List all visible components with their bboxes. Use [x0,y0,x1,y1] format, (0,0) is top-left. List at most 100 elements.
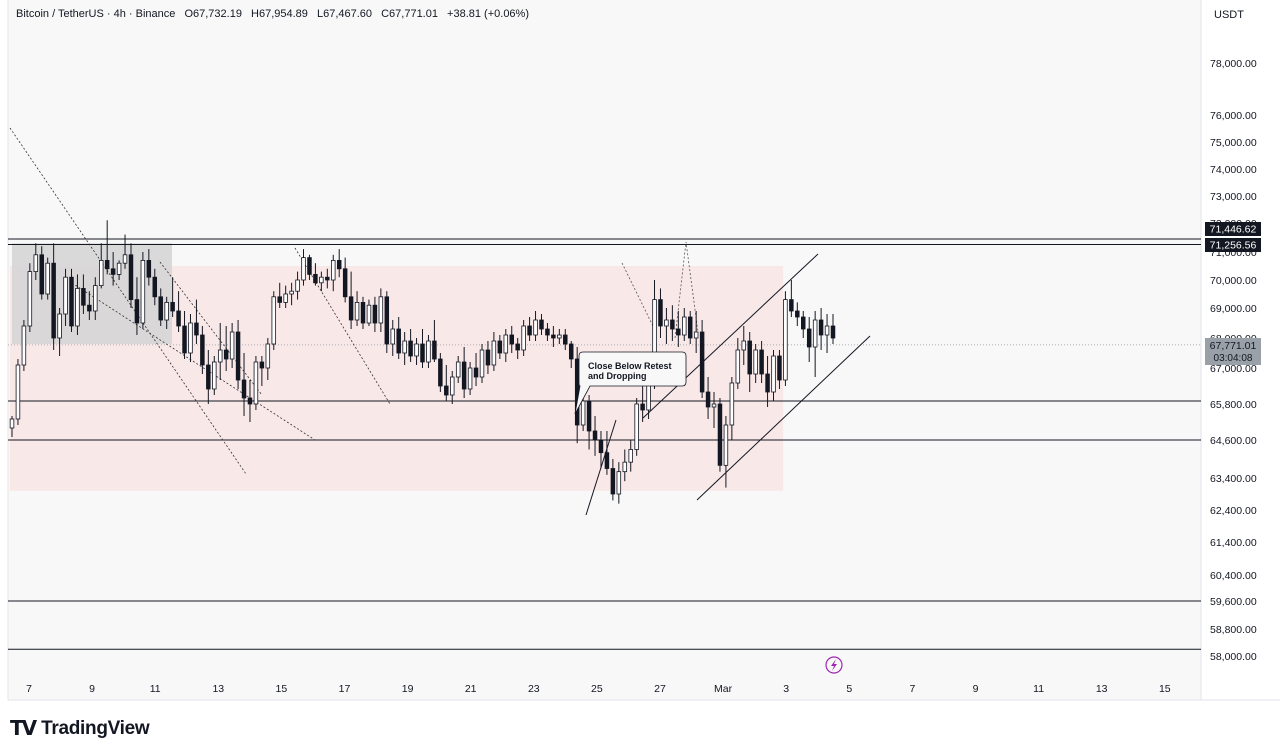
candle-29 [182,311,187,359]
candle-body [200,334,205,366]
tradingview-logo-icon: 𝗧𝗩 [10,718,37,740]
candle-58 [354,291,360,326]
candle-body [586,400,592,432]
candle-102 [616,462,622,504]
candle-body [307,257,312,275]
candle-19 [122,234,128,269]
candle-85 [515,338,520,359]
candle-41 [253,356,259,410]
last-price-text: 67,771.01 [1210,340,1257,352]
candle-body [27,271,33,327]
candle-27 [170,277,175,317]
time-tick-label: 13 [212,683,224,695]
candle-68 [414,338,419,365]
candle-body [676,328,681,336]
time-tick-label: 7 [909,683,915,695]
countdown-text: 03:04:08 [1214,353,1253,364]
candle-124 [747,332,752,392]
candle-67 [408,329,413,362]
candle-body [545,328,550,336]
candle-body [438,358,443,387]
candle-134 [806,317,812,362]
candle-body [331,259,336,281]
candle-56 [342,257,348,303]
currency-selector[interactable]: USDT [1214,9,1244,21]
candle-30 [188,314,193,362]
candle-body [503,334,509,354]
candle-55 [336,249,342,278]
candle-48 [295,271,300,300]
tradingview-logo[interactable]: 𝗧𝗩 TradingView [10,716,150,741]
candle-body [640,403,645,411]
time-tick-label: 11 [150,683,161,695]
candle-body [325,276,330,281]
descending-trendline-2 [294,247,391,405]
candle-body [188,322,193,354]
consolidation-zone [12,243,172,344]
candle-body [319,276,324,284]
ohlc-close: C67,771.01 [381,8,438,20]
candle-74 [450,371,455,404]
candle-body [622,461,628,473]
candle-body [408,340,413,357]
price-tick-label: 65,800.00 [1210,399,1257,411]
candle-126 [759,341,764,383]
candle-136 [818,308,824,350]
candle-82 [497,335,503,359]
candle-64 [390,320,395,356]
candle-111 [670,305,675,341]
candle-body [39,254,44,295]
candle-103 [622,449,628,482]
candle-body [420,343,425,363]
candle-body [51,262,56,339]
time-tick-label: 9 [973,683,979,695]
candle-86 [521,320,526,356]
symbol-legend[interactable]: Bitcoin / TetherUS · 4h · Binance O67,73… [16,8,535,20]
candle-body [15,364,21,420]
candle-body [140,259,146,324]
candle-body [705,391,711,408]
candle-body [515,343,520,351]
candle-body [521,325,526,351]
candle-body [182,325,187,354]
candle-66 [402,332,407,365]
candle-body [277,296,282,303]
candle-32 [200,326,205,374]
candle-131 [789,280,794,317]
candle-110 [664,308,669,344]
time-tick-label: 5 [846,683,852,695]
candle-body [580,400,586,426]
candle-8 [57,308,62,356]
candle-53 [325,268,330,289]
candle-88 [533,311,538,341]
candle-body [158,296,163,321]
candle-75 [455,356,461,383]
candle-body [104,259,110,270]
annotation-callout [574,351,687,415]
price-tick-label: 61,400.00 [1210,537,1257,549]
candle-body [765,373,770,393]
candle-body [830,325,836,339]
candle-122 [735,338,741,389]
candle-body [372,304,378,324]
candle-77 [467,362,473,395]
candle-body [348,296,354,321]
candle-125 [753,344,758,383]
candle-14 [93,277,98,320]
projection-path-up [674,241,699,339]
candle-body [21,325,27,366]
candle-body [687,316,693,339]
candle-16 [104,220,110,275]
candle-36 [223,326,229,371]
candle-52 [319,271,324,292]
candle-body [783,299,788,381]
candle-117 [705,377,711,419]
candle-50 [307,254,312,280]
candle-138 [830,314,836,344]
candle-body [670,319,675,330]
candle-body [479,349,485,378]
candle-body [806,328,812,348]
candle-133 [801,311,806,338]
